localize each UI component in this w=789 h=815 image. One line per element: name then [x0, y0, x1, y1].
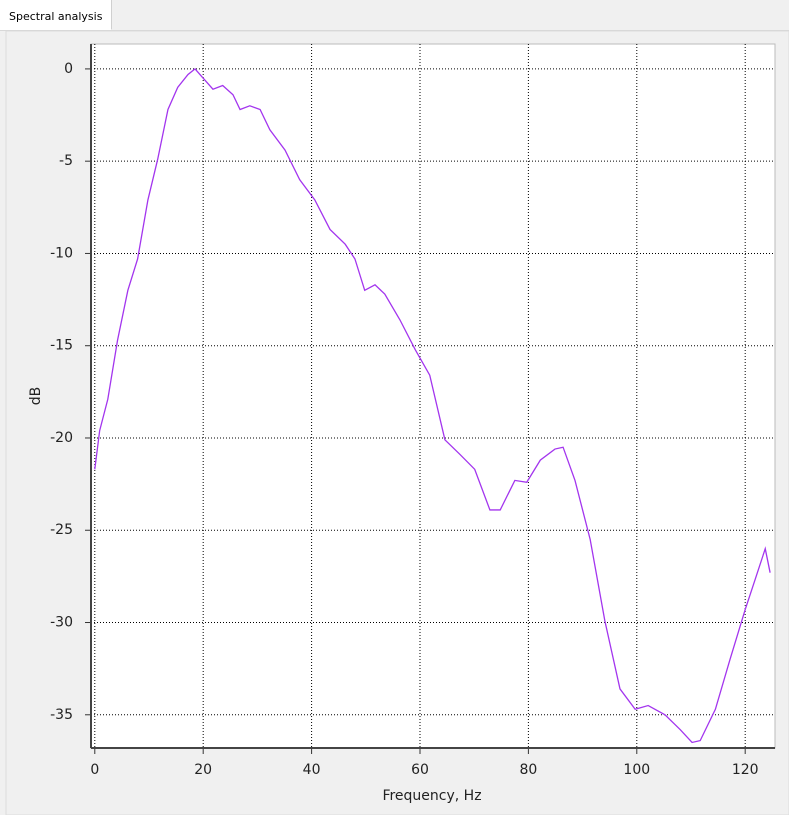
- x-tick-label: 20: [194, 762, 212, 778]
- y-tick-label: -5: [59, 153, 73, 169]
- y-tick-label: -10: [50, 245, 73, 261]
- y-tick-label: -20: [50, 430, 73, 446]
- x-tick-label: 80: [519, 762, 537, 778]
- x-tick-label: 100: [623, 762, 650, 778]
- y-axis-label: dB: [28, 387, 44, 406]
- x-tick-label: 0: [90, 762, 99, 778]
- y-tick-label: -15: [50, 338, 73, 354]
- x-tick-label: 40: [303, 762, 321, 778]
- x-tick-label: 60: [411, 762, 429, 778]
- y-tick-label: 0: [64, 61, 73, 77]
- y-tick-label: -30: [50, 615, 73, 631]
- chart: Frequency, Hz dB 0 -5 -10 -15 -20 -25 -30 -35 0 2…: [5, 31, 789, 815]
- tab[interactable]: Spectral analysis: [0, 0, 112, 30]
- plot-area: [90, 43, 776, 749]
- data-line: [94, 68, 771, 744]
- y-tick-label: -25: [50, 522, 73, 538]
- y-tick-label: -35: [50, 707, 73, 723]
- x-tick-label: 120: [732, 762, 759, 778]
- x-axis-label: Frequency, Hz: [382, 788, 481, 804]
